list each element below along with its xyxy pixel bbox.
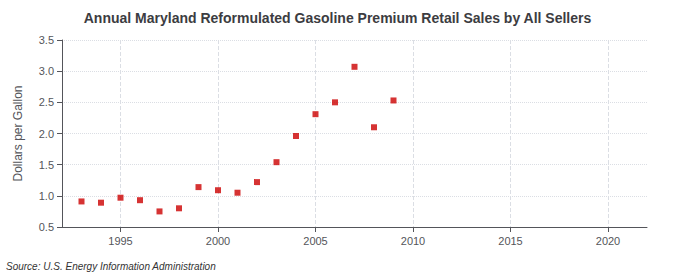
svg-text:2010: 2010 [401,235,425,247]
svg-text:0.5: 0.5 [39,221,54,233]
svg-text:Annual Maryland Reformulated G: Annual Maryland Reformulated Gasoline Pr… [84,10,592,26]
svg-text:2005: 2005 [303,235,327,247]
svg-text:Source: U.S. Energy Informatio: Source: U.S. Energy Information Administ… [6,261,216,272]
svg-text:2015: 2015 [498,235,522,247]
svg-text:1.5: 1.5 [39,159,54,171]
svg-text:1995: 1995 [108,235,132,247]
svg-text:3.0: 3.0 [39,65,54,77]
svg-text:2.5: 2.5 [39,96,54,108]
svg-text:3.5: 3.5 [39,34,54,46]
svg-text:2020: 2020 [596,235,620,247]
svg-text:1.0: 1.0 [39,190,54,202]
svg-text:2.0: 2.0 [39,128,54,140]
svg-text:Dollars per Gallon: Dollars per Gallon [11,85,25,181]
svg-text:2000: 2000 [206,235,230,247]
